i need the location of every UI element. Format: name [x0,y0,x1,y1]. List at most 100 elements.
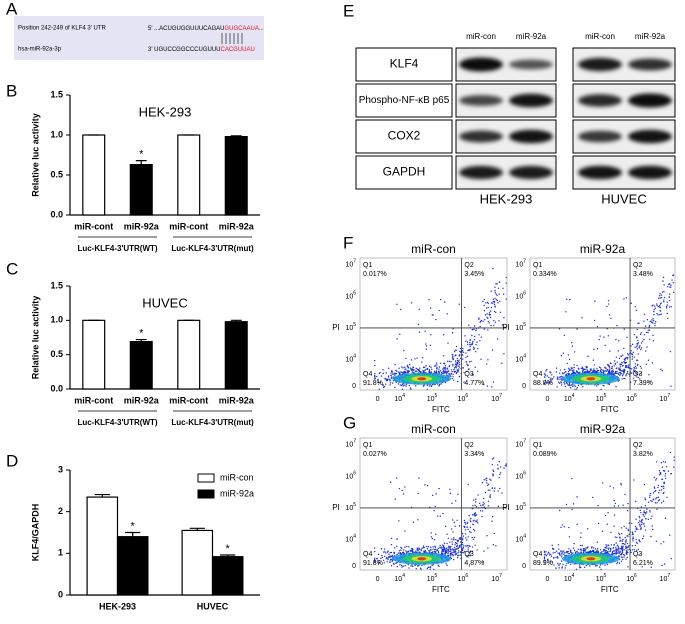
dot [641,519,643,521]
dot [381,556,384,559]
dot [551,374,553,376]
dot [435,318,437,321]
dot [408,550,410,552]
dot [439,515,442,517]
y-axis-label: Relative luc activity [30,296,40,380]
dot [573,549,576,552]
dot [489,495,491,498]
dot [374,560,376,562]
dot [550,553,552,556]
dot [445,552,447,554]
dot [492,473,494,475]
dot [395,373,397,375]
dot [639,333,642,336]
dot [635,367,638,369]
dot [551,561,554,563]
dot [631,549,634,551]
dot [635,309,638,312]
y-axis-label: Relative luc activity [30,113,40,197]
dot [421,357,424,359]
dot [491,458,494,460]
dot [660,294,663,296]
dot [585,368,587,371]
dot [451,353,454,356]
dot [616,561,619,564]
tick-exponent: 4 [523,534,526,540]
dot [606,305,608,308]
dot [555,556,557,559]
dot [467,483,469,486]
dot [461,537,464,539]
dot [616,563,618,565]
dot [611,552,613,554]
dot [458,550,460,552]
quadrant-percent: 0.334% [533,271,557,278]
dot [635,549,638,551]
tick-base: 0 [522,383,526,390]
tick-base: 0 [545,576,549,583]
dot [660,502,663,504]
dot [464,529,467,531]
dot [409,367,412,369]
dot [487,329,489,331]
dot [586,369,589,371]
seed: GUGCAAUA... [225,26,265,32]
dot [429,344,432,347]
dot [649,338,651,341]
dot [434,365,436,367]
dot [593,551,596,553]
dot [544,379,547,382]
dot [577,371,579,374]
dot [644,529,647,531]
dot [383,551,385,553]
tick-label: 0 [522,383,526,390]
tick-label: 106 [345,291,356,301]
dot [608,383,611,386]
dot [546,375,548,377]
tick-base: 10 [515,293,523,300]
dot [471,334,473,337]
dot [632,351,635,354]
dot [442,355,445,357]
dot [391,558,393,561]
dot [620,545,623,548]
dot [425,348,428,350]
dot [561,554,563,556]
dot [410,368,412,371]
dot [482,300,484,303]
dot [492,267,494,270]
band [459,165,503,180]
dot [670,306,672,308]
band [509,129,553,144]
tick-base: 0 [376,396,380,403]
dot [440,383,442,385]
dot [495,293,497,295]
dot [499,487,501,490]
dot [475,343,477,346]
dot [459,347,462,350]
dot [656,502,658,504]
quadrant-name: Q4 [533,371,542,378]
dot [570,367,572,369]
dot [431,551,434,553]
dot [389,379,391,381]
tick-label: 106 [345,471,356,481]
dot [618,368,620,370]
dot [551,547,554,550]
plot-title: miR-con [411,422,456,436]
dot [475,506,478,508]
dot [452,558,455,561]
dot [575,551,577,553]
dot [481,510,484,512]
dot [505,463,507,465]
dot [458,303,460,305]
dot [446,564,448,567]
quadrant-name: Q1 [533,442,542,449]
dot [663,290,665,293]
dot [485,307,488,309]
tick-exponent: 6 [523,471,526,477]
dot [543,553,546,556]
dot [602,550,605,552]
dot [481,516,483,518]
dot [494,487,496,489]
